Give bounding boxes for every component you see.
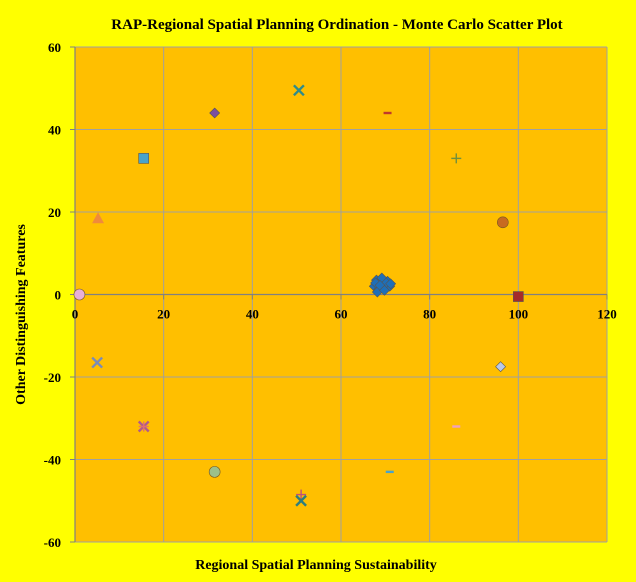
- y-tick-label: -40: [44, 453, 61, 468]
- data-points: [73, 84, 524, 507]
- y-tick-label: -60: [44, 535, 61, 550]
- y-tick-label: 60: [48, 40, 61, 55]
- scatter-point: [138, 421, 149, 432]
- x-tick-label: 100: [509, 307, 529, 322]
- y-tick-label: -20: [44, 370, 61, 385]
- chart-title: RAP-Regional Spatial Planning Ordination…: [111, 17, 562, 33]
- x-tick-label: 20: [157, 307, 170, 322]
- x-axis-label: Regional Spatial Planning Sustainability: [195, 558, 437, 573]
- x-tick-labels: 0 20 40 60 80 100 120: [72, 307, 617, 322]
- y-tick-label: 40: [48, 123, 61, 138]
- scatter-point: [451, 153, 462, 164]
- x-tick-label: 40: [246, 307, 259, 322]
- x-tick-label: 60: [335, 307, 348, 322]
- scatter-point: [296, 489, 307, 500]
- y-tick-labels: -60 -40 -20 0 20 40 60: [44, 40, 61, 550]
- y-tick-label: 20: [48, 205, 61, 220]
- y-axis-label: Other Distinguishing Features: [14, 224, 29, 405]
- cluster-point: [379, 284, 390, 296]
- y-tick-label: 0: [55, 288, 62, 303]
- x-tick-label: 0: [72, 307, 79, 322]
- scatter-point: [92, 212, 105, 224]
- scatter-point: [91, 356, 104, 369]
- x-tick-label: 80: [423, 307, 436, 322]
- scatter-point: [73, 288, 86, 301]
- scatter-point: [138, 153, 150, 164]
- scatter-point: [295, 494, 307, 507]
- scatter-point: [293, 84, 305, 97]
- scatter-point: [497, 216, 509, 229]
- scatter-point: [495, 361, 507, 373]
- cluster-point: [385, 278, 397, 290]
- scatter-point: [209, 107, 221, 119]
- scatter-point: [513, 291, 524, 302]
- x-tick-label: 120: [597, 307, 617, 322]
- scatter-point: [208, 466, 221, 478]
